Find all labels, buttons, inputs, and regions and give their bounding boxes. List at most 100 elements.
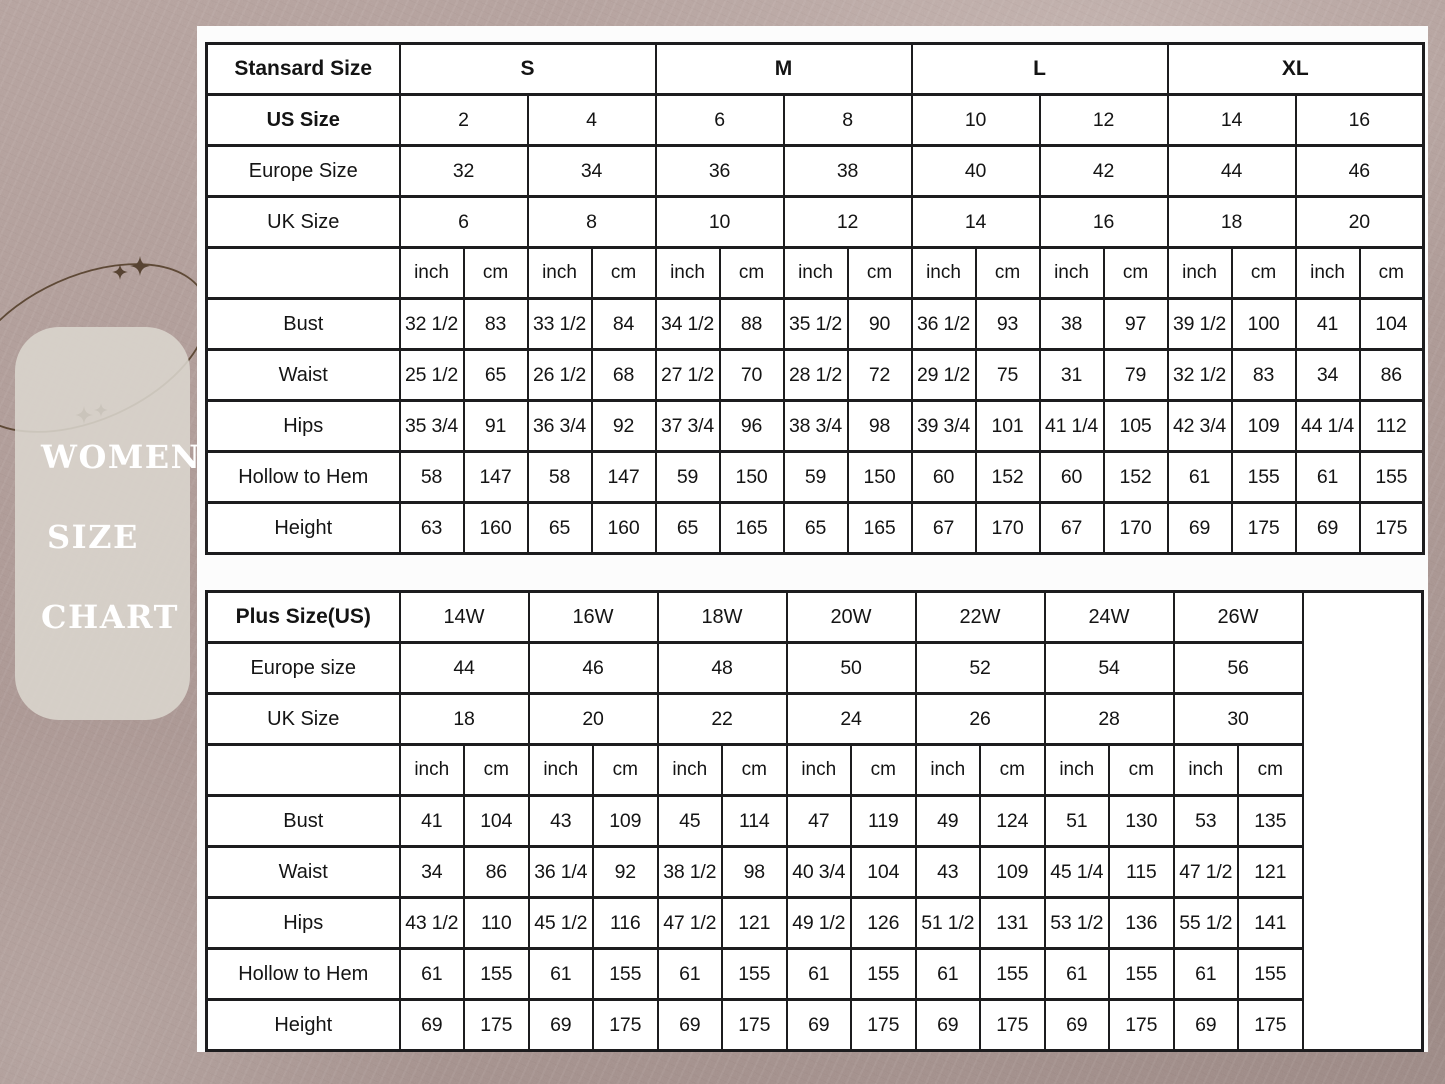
value-cell: 61 [1172, 947, 1239, 1001]
value-cell: 40 3/4 [785, 845, 852, 899]
value-cell: 110 [463, 896, 530, 950]
unit-inch-cell: inch [785, 743, 852, 797]
size-group-cell: 22W [914, 590, 1046, 644]
unit-cm-cell: cm [974, 246, 1041, 300]
side-label-chart: CHART [41, 598, 179, 636]
plus-size-table: Plus Size(US) 14W 16W 18W 20W 22W 24W 26W Europe… [205, 590, 1424, 1052]
value-cell: 155 [1108, 947, 1175, 1001]
value-cell: 83 [1230, 348, 1297, 402]
value-cell: 105 [1102, 399, 1169, 453]
value-cell: 109 [979, 845, 1046, 899]
unit-inch-cell: inch [398, 743, 465, 797]
size-value-cell: 20 [527, 692, 659, 746]
value-cell: 69 [1166, 501, 1233, 555]
value-cell: 72 [846, 348, 913, 402]
empty-cell [1301, 590, 1424, 1052]
value-cell: 41 1/4 [1038, 399, 1105, 453]
value-cell: 43 [527, 794, 594, 848]
side-label-size: SIZE [47, 518, 139, 556]
size-group-cell: 24W [1043, 590, 1175, 644]
value-cell: 175 [463, 998, 530, 1052]
value-cell: 65 [462, 348, 529, 402]
value-cell: 175 [979, 998, 1046, 1052]
unit-inch-cell: inch [527, 743, 594, 797]
size-value-cell: 20 [1294, 195, 1425, 249]
size-value-cell: 4 [526, 93, 657, 147]
size-value-cell: 44 [1166, 144, 1297, 198]
value-cell: 147 [590, 450, 657, 504]
size-value-cell: 50 [785, 641, 917, 695]
value-cell: 155 [463, 947, 530, 1001]
value-cell: 61 [1166, 450, 1233, 504]
size-value-cell: 6 [398, 195, 529, 249]
size-value-cell: 16 [1038, 195, 1169, 249]
value-cell: 44 1/4 [1294, 399, 1361, 453]
value-cell: 69 [1294, 501, 1361, 555]
size-value-cell: 46 [527, 641, 659, 695]
value-cell: 165 [846, 501, 913, 555]
corner-label-cell: Stansard Size [205, 42, 401, 96]
value-cell: 47 [785, 794, 852, 848]
value-cell: 152 [1102, 450, 1169, 504]
value-cell: 115 [1108, 845, 1175, 899]
value-cell: 38 3/4 [782, 399, 849, 453]
value-cell: 61 [398, 947, 465, 1001]
size-value-cell: 18 [398, 692, 530, 746]
value-cell: 119 [850, 794, 917, 848]
unit-inch-cell: inch [654, 246, 721, 300]
value-cell: 135 [1237, 794, 1304, 848]
size-value-cell: 14 [1166, 93, 1297, 147]
row-label-cell: US Size [205, 93, 401, 147]
value-cell: 175 [1358, 501, 1425, 555]
unit-cm-cell: cm [846, 246, 913, 300]
unit-cm-cell: cm [979, 743, 1046, 797]
value-cell: 130 [1108, 794, 1175, 848]
value-cell: 69 [785, 998, 852, 1052]
size-value-cell: 12 [782, 195, 913, 249]
unit-inch-cell: inch [1038, 246, 1105, 300]
value-cell: 101 [974, 399, 1041, 453]
value-cell: 175 [592, 998, 659, 1052]
size-value-cell: 40 [910, 144, 1041, 198]
value-cell: 28 1/2 [782, 348, 849, 402]
value-cell: 43 1/2 [398, 896, 465, 950]
size-value-cell: 48 [656, 641, 788, 695]
value-cell: 39 1/2 [1166, 297, 1233, 351]
unit-inch-cell: inch [1172, 743, 1239, 797]
size-value-cell: 36 [654, 144, 785, 198]
value-cell: 136 [1108, 896, 1175, 950]
value-cell: 34 1/2 [654, 297, 721, 351]
value-cell: 55 1/2 [1172, 896, 1239, 950]
value-cell: 60 [910, 450, 977, 504]
value-cell: 109 [592, 794, 659, 848]
value-cell: 65 [526, 501, 593, 555]
row-label-cell: Waist [205, 845, 401, 899]
value-cell: 131 [979, 896, 1046, 950]
unit-inch-cell: inch [656, 743, 723, 797]
value-cell: 155 [1230, 450, 1297, 504]
size-value-cell: 24 [785, 692, 917, 746]
unit-inch-cell: inch [526, 246, 593, 300]
value-cell: 121 [1237, 845, 1304, 899]
size-group-cell: XL [1166, 42, 1425, 96]
size-value-cell: 46 [1294, 144, 1425, 198]
value-cell: 155 [1358, 450, 1425, 504]
value-cell: 38 [1038, 297, 1105, 351]
value-cell: 69 [1172, 998, 1239, 1052]
value-cell: 98 [721, 845, 788, 899]
value-cell: 155 [850, 947, 917, 1001]
side-label-women: WOMEN [41, 438, 202, 476]
value-cell: 36 1/2 [910, 297, 977, 351]
value-cell: 92 [590, 399, 657, 453]
size-value-cell: 28 [1043, 692, 1175, 746]
unit-cm-cell: cm [850, 743, 917, 797]
value-cell: 69 [656, 998, 723, 1052]
value-cell: 51 1/2 [914, 896, 981, 950]
unit-inch-cell: inch [1294, 246, 1361, 300]
value-cell: 53 1/2 [1043, 896, 1110, 950]
value-cell: 38 1/2 [656, 845, 723, 899]
value-cell: 93 [974, 297, 1041, 351]
value-cell: 175 [1108, 998, 1175, 1052]
size-group-cell: 20W [785, 590, 917, 644]
size-value-cell: 10 [910, 93, 1041, 147]
